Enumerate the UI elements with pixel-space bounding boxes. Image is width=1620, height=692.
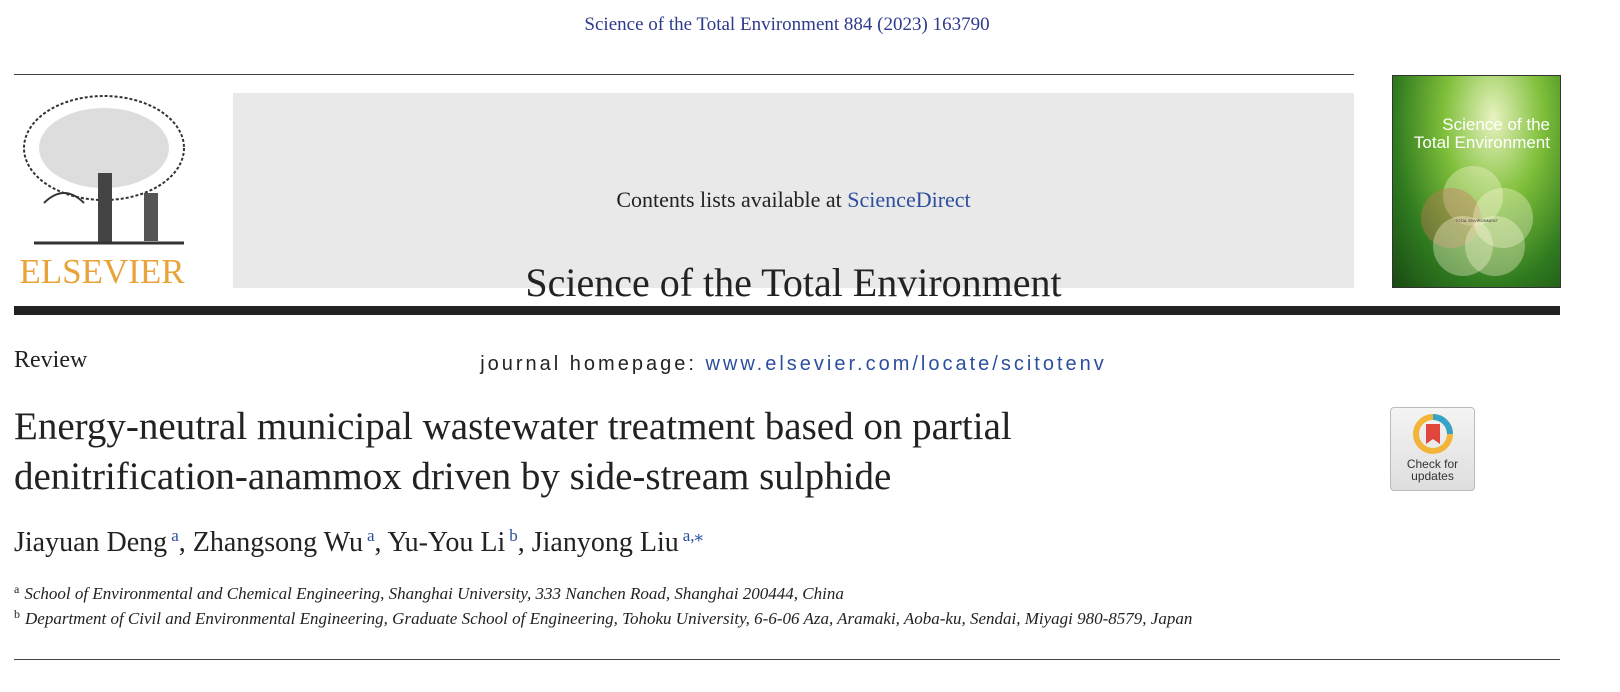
author-affiliation-link[interactable]: a,⁎ (682, 526, 704, 545)
journal-banner: Contents lists available at ScienceDirec… (233, 93, 1354, 375)
tree-icon (23, 95, 185, 245)
affiliation-text: School of Environmental and Chemical Eng… (24, 584, 844, 603)
journal-title: Science of the Total Environment (525, 260, 1062, 305)
elsevier-tree-logo[interactable] (14, 93, 190, 289)
contents-line: Contents lists available at ScienceDirec… (233, 187, 1354, 213)
author-name[interactable]: Jianyong Liu (531, 527, 679, 558)
author-list: Jiayuan Deng a, Zhangsong Wu a, Yu-You Li b… (14, 526, 704, 558)
contents-prefix: Contents lists available at (616, 187, 848, 212)
author-name[interactable]: Jiayuan Deng (14, 527, 168, 558)
divider (14, 74, 1354, 75)
article-type: Review (14, 347, 88, 373)
sciencedirect-link[interactable]: ScienceDirect (847, 187, 971, 212)
header-bar (14, 306, 1560, 315)
affiliation-label: b (14, 607, 20, 621)
author-affiliation-link[interactable]: a (171, 526, 179, 545)
affiliation-label: a (14, 582, 20, 596)
check-updates-icon (1412, 414, 1453, 454)
cover-title-1: Science of the (1442, 115, 1550, 134)
homepage-line: journal homepage: www.elsevier.com/locat… (233, 353, 1354, 376)
elsevier-wordmark: ELSEVIER (19, 252, 185, 291)
check-updates-line1: Check for (1406, 457, 1459, 471)
cover-center-label: TOTAL ENVIRONMENT (1454, 218, 1499, 223)
author-affiliation-link[interactable]: a (366, 526, 375, 545)
affiliation-text: Department of Civil and Environmental En… (25, 609, 1193, 628)
homepage-link[interactable]: www.elsevier.com/locate/scitotenv (705, 353, 1107, 375)
citation[interactable]: Science of the Total Environment 884 (20… (584, 14, 990, 35)
homepage-prefix: journal homepage: (480, 353, 706, 375)
check-updates-line2: updates (1411, 469, 1454, 483)
check-for-updates-button[interactable]: Check for updates (1390, 407, 1475, 491)
affiliation: a School of Environmental and Chemical En… (14, 582, 844, 604)
affiliation: b Department of Civil and Environmental E… (14, 607, 1192, 629)
author-name[interactable]: Yu-You Li (387, 527, 506, 558)
cover-title-2: Total Environment (1413, 133, 1550, 152)
divider (14, 659, 1560, 660)
article-title: Energy-neutral municipal wastewater trea… (14, 405, 1012, 498)
author-name[interactable]: Zhangsong Wu (192, 527, 363, 558)
journal-cover[interactable]: Science of the Total Environment TOTAL E… (1392, 75, 1561, 288)
author-affiliation-link[interactable]: b (509, 526, 518, 545)
